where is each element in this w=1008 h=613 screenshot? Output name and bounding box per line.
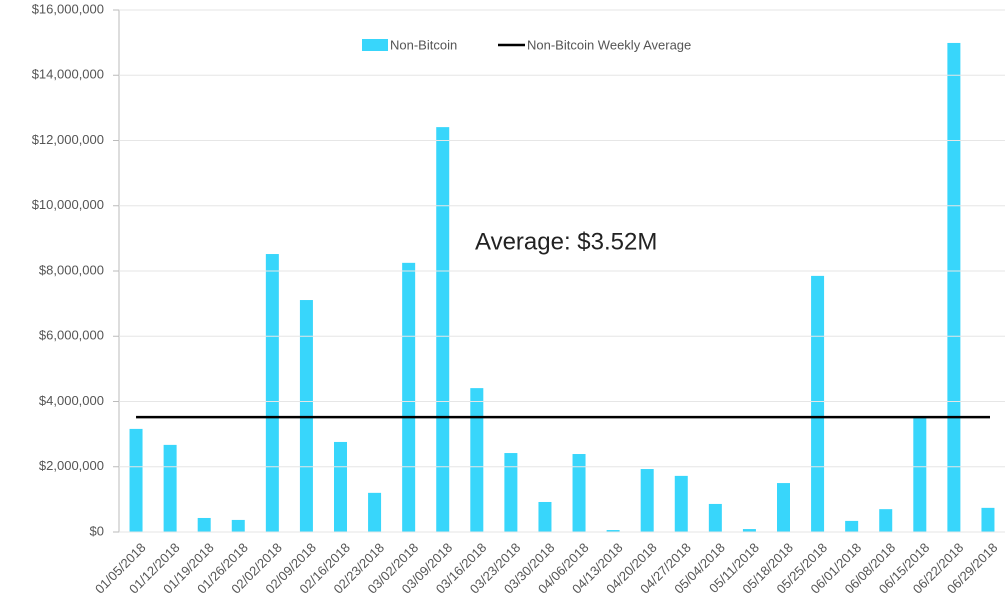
bar xyxy=(538,501,552,532)
bar xyxy=(470,388,484,532)
y-tick-label: $14,000,000 xyxy=(32,67,104,82)
y-tick-label: $6,000,000 xyxy=(39,328,104,343)
y-tick-label: $8,000,000 xyxy=(39,262,104,277)
bar xyxy=(606,530,620,532)
bar xyxy=(231,519,245,532)
bar xyxy=(879,509,893,532)
bar xyxy=(913,418,927,532)
bar xyxy=(777,483,790,532)
bar xyxy=(129,428,143,532)
bar xyxy=(845,520,859,532)
bar xyxy=(197,517,211,532)
bar xyxy=(163,444,177,532)
y-tick-label: $4,000,000 xyxy=(39,393,104,408)
y-tick-label: $2,000,000 xyxy=(39,458,104,473)
bar xyxy=(572,454,586,532)
bar xyxy=(640,469,654,532)
bar xyxy=(402,262,416,532)
bar xyxy=(981,507,995,532)
bar xyxy=(334,441,347,532)
y-tick-label: $12,000,000 xyxy=(32,132,104,147)
y-tick-label: $0 xyxy=(90,523,104,538)
bar xyxy=(504,453,518,532)
legend-label: Non-Bitcoin Weekly Average xyxy=(527,37,691,52)
bar xyxy=(811,275,825,532)
bar xyxy=(742,529,756,532)
legend-label: Non-Bitcoin xyxy=(390,37,457,52)
bar xyxy=(708,503,722,532)
y-tick-label: $16,000,000 xyxy=(32,1,104,16)
legend-swatch xyxy=(362,39,388,51)
annotation: Average: $3.52M xyxy=(475,228,657,255)
y-tick-label: $10,000,000 xyxy=(32,197,104,212)
bar xyxy=(674,475,688,532)
bar xyxy=(265,254,279,532)
bar xyxy=(368,492,382,532)
bar xyxy=(947,42,961,533)
bar xyxy=(436,127,450,532)
